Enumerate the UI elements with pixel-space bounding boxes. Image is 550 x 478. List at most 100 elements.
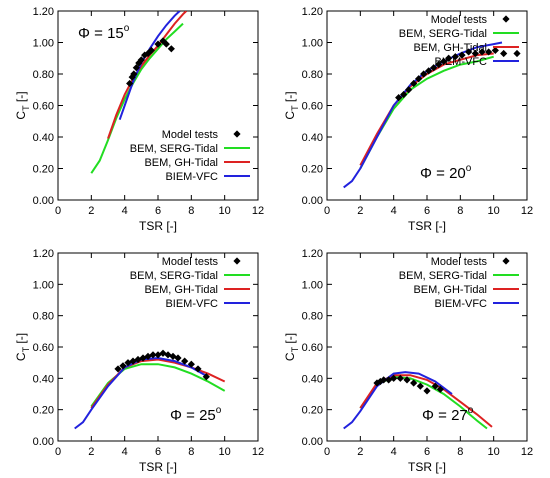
legend-label: Model tests [162,129,219,141]
legend-label: BEM, SERG-Tidal [130,143,218,155]
data-point-marker [445,54,453,62]
y-tick-label: 0.20 [33,405,54,417]
x-tick-label: 12 [521,446,533,458]
y-axis-label-sub: T [21,105,31,111]
legend-label: BIEM-VFC [165,171,218,183]
data-point-marker [162,40,170,48]
x-tick-label: 8 [457,205,463,217]
y-tick-label: 0.20 [302,405,323,417]
y-tick-label: 0.80 [33,69,54,81]
data-point-marker [451,53,459,61]
y-axis-label-sub: T [21,346,31,352]
x-tick-label: 4 [391,446,397,458]
y-axis-label: CT [-] [283,333,300,361]
legend-marker [502,15,510,23]
data-point-marker [174,354,182,362]
y-tick-label: 1.00 [33,38,54,50]
y-tick-label: 0.20 [302,164,323,176]
legend-label: BEM, GH-Tidal [144,284,218,296]
y-tick-label: 1.20 [33,248,54,260]
series-line-bem-serg-tidal [90,363,226,408]
x-axis-label: TSR [-] [139,460,177,474]
data-point-marker [149,351,157,359]
phi-label: Φ = 27 [422,407,468,424]
y-tick-label: 1.00 [302,279,323,291]
data-point-marker [491,46,499,54]
chart-panel-3: 0 2 4 6 8 10 12 0.00 0.20 0.40 0.60 0.80 1.00 1.20 TSR… [14,248,264,474]
phi-annotation: Φ = 15o [78,23,130,42]
phi-label: Φ = 15 [78,25,124,42]
x-tick-label: 10 [488,446,500,458]
data-point-marker [144,49,152,58]
y-tick-label: 0.80 [33,311,54,323]
panels-group: 0 2 4 6 8 10 12 0.00 0.20 0.40 0.60 0.80 1.00 1.20 TSR… [14,6,533,474]
y-tick-label: 1.00 [33,279,54,291]
data-point-marker [154,351,162,359]
data-point-marker [187,360,195,368]
data-point-marker [436,385,444,393]
series-line-bem-serg-tidal [90,22,184,174]
data-point-marker [410,379,418,387]
y-tick-label: 0.80 [302,311,323,323]
data-point-marker [395,94,403,102]
y-axis-label-unit: [-] [283,333,297,347]
y-axis-label: CT [-] [283,91,300,119]
phi-degree: o [216,405,222,416]
phi-annotation: Φ = 25o [170,405,222,424]
x-tick-label: 12 [252,446,264,458]
y-tick-label: 0.60 [33,101,54,113]
data-point-marker [425,67,433,75]
y-tick-label: 1.20 [33,6,54,18]
data-point-marker [194,365,202,373]
x-tick-label: 2 [357,205,363,217]
phi-label: Φ = 20 [420,165,466,182]
x-tick-label: 8 [457,446,463,458]
x-tick-label: 4 [122,446,128,458]
x-tick-label: 8 [188,446,194,458]
x-tick-label: 8 [188,205,194,217]
chart-panel-2: 0 2 4 6 8 10 12 0.00 0.20 0.40 0.60 0.80 1.00 1.20 TSR… [283,6,533,233]
x-tick-label: 2 [88,205,94,217]
legend-marker [233,130,241,138]
legend-label: Model tests [431,14,488,26]
data-point-marker [420,70,428,78]
data-point-marker [159,37,167,45]
legend-label: BEM, GH-Tidal [144,157,218,169]
y-tick-label: 1.20 [302,248,323,260]
y-tick-label: 1.00 [302,38,323,50]
x-axis-label: TSR [-] [408,219,446,233]
data-point-marker [465,48,473,56]
data-point-marker [513,49,521,58]
data-point-marker [415,75,423,83]
x-tick-label: 4 [391,205,397,217]
y-tick-label: 0.60 [302,342,323,354]
legend-label: BEM, SERG-Tidal [130,270,218,282]
y-axis-label: CT [-] [14,91,31,119]
y-tick-label: 0.00 [33,436,54,448]
chart-panel-4: 0 2 4 6 8 10 12 0.00 0.20 0.40 0.60 0.80 1.00 1.20 TSR… [283,248,533,474]
data-point-marker [458,51,466,59]
phi-degree: o [124,23,130,34]
x-tick-label: 2 [357,446,363,458]
data-point-marker [435,60,443,69]
data-point-marker [114,365,122,373]
x-tick-label: 10 [219,446,231,458]
data-point-marker [416,382,424,390]
data-point-marker [390,374,398,382]
phi-label: Φ = 25 [170,407,216,424]
data-point-marker [403,376,411,384]
y-tick-label: 1.20 [302,6,323,18]
y-tick-label: 0.40 [33,373,54,385]
phi-degree: o [468,405,474,416]
x-tick-label: 6 [155,446,161,458]
data-point-marker [485,48,493,56]
y-axis-label: CT [-] [14,333,31,361]
legend-label: Model tests [431,256,488,268]
legend-marker [502,257,510,265]
y-tick-label: 0.00 [302,195,323,207]
y-axis-label-main: C [283,352,297,361]
data-point-marker [130,70,138,78]
data-point-marker [405,86,413,94]
y-axis-label-main: C [14,111,28,120]
